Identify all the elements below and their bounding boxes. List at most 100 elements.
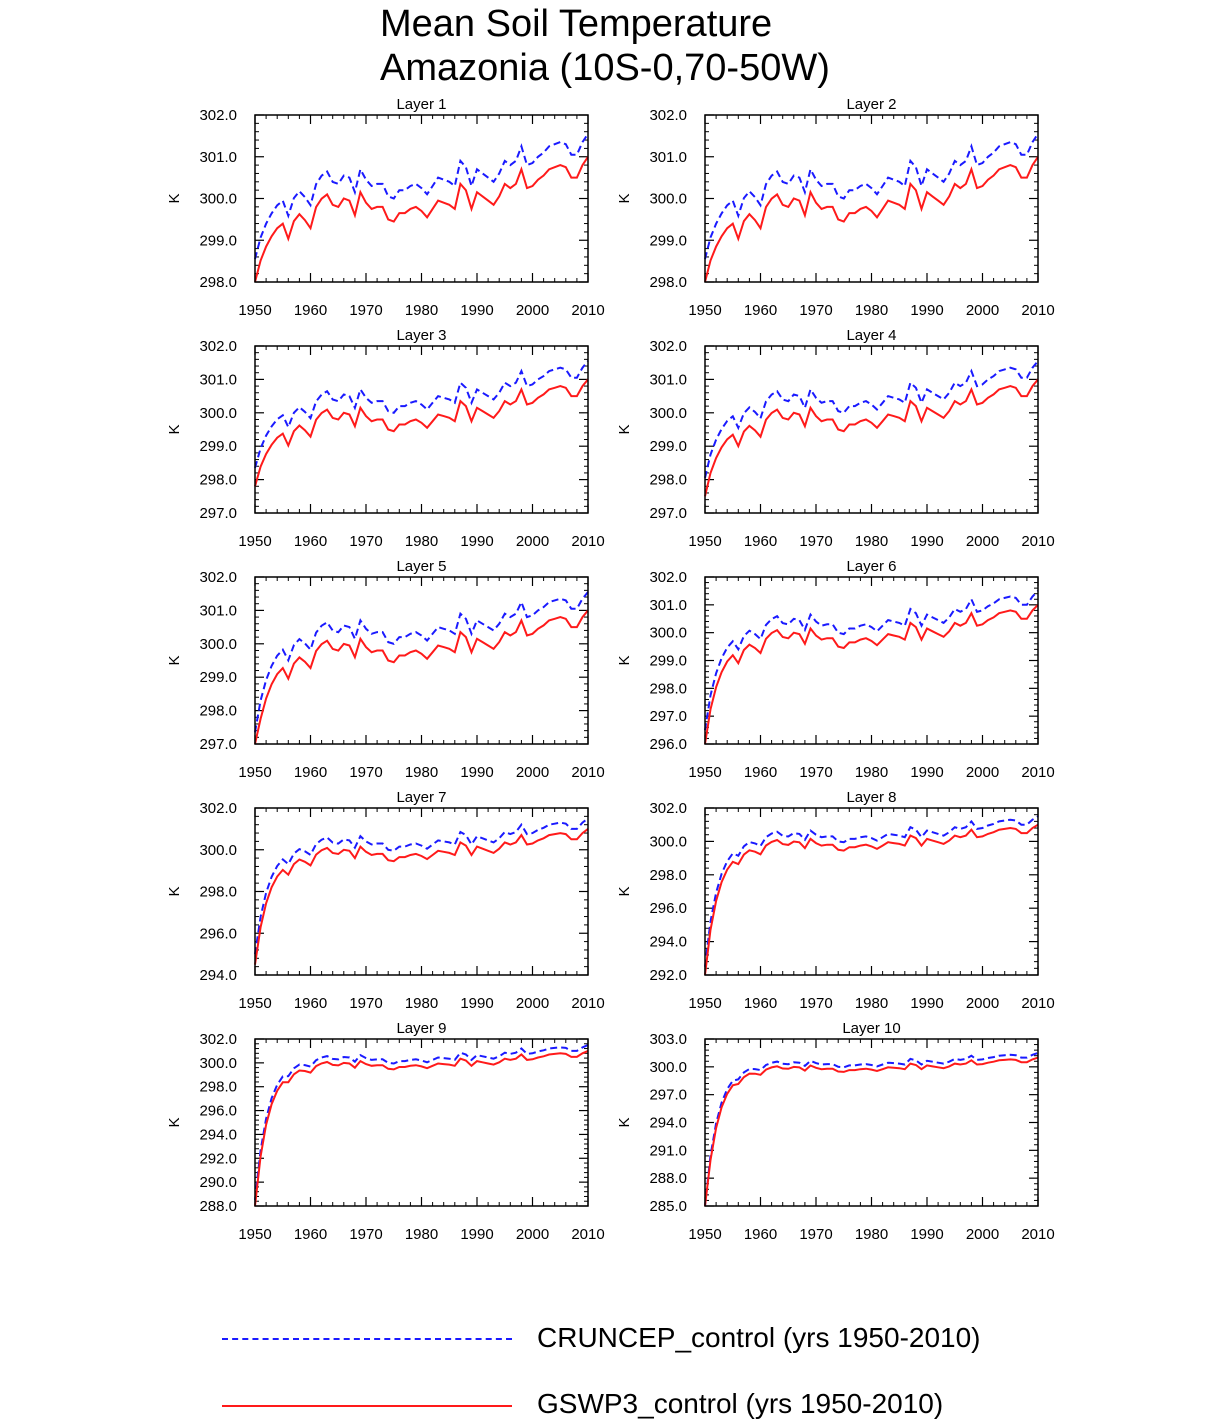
chart-grid: Layer 1 K 298.0 299.0 300.0 301.0 302.0 1950 196…: [166, 96, 1055, 1243]
y-tick-label: 296.0: [199, 925, 237, 942]
x-tick-label: 2000: [966, 302, 999, 319]
series-line-cruncep: [704, 133, 1039, 260]
x-tick-label: 1960: [744, 1226, 777, 1243]
y-tick-label: 298.0: [649, 472, 687, 489]
y-tick-label: 300.0: [649, 833, 687, 850]
y-tick-label: 292.0: [649, 967, 687, 984]
y-axis-label: K: [166, 424, 183, 434]
y-axis-label: K: [166, 655, 183, 665]
series-line-gswp3: [254, 609, 589, 745]
x-tick-label: 1950: [688, 533, 721, 550]
x-tick-label: 1970: [799, 533, 832, 550]
subplot-title: Layer 1: [396, 96, 446, 113]
x-tick-label: 1950: [238, 995, 271, 1012]
x-tick-label: 1980: [405, 1226, 438, 1243]
series-line-gswp3: [254, 378, 589, 487]
y-tick-label: 302.0: [649, 569, 687, 586]
series-line-cruncep: [254, 360, 589, 469]
subplot-5: Layer 5 K 297.0 298.0 299.0 300.0 301.0 302.0 19…: [166, 558, 605, 781]
y-tick-label: 298.0: [199, 274, 237, 291]
x-tick-label: 1950: [688, 764, 721, 781]
x-tick-label: 1990: [910, 764, 943, 781]
y-tick-label: 297.0: [649, 505, 687, 522]
series-line-cruncep: [254, 133, 589, 260]
chart-subtitle: Amazonia (10S-0,70-50W): [380, 47, 830, 89]
subplot-8: Layer 8 K 292.0 294.0 296.0 298.0 300.0 302.0 19…: [616, 789, 1055, 1012]
y-tick-label: 299.0: [649, 653, 687, 670]
x-tick-label: 1960: [744, 533, 777, 550]
y-tick-label: 299.0: [649, 438, 687, 455]
x-tick-label: 2000: [516, 995, 549, 1012]
plot-frame: [254, 1038, 589, 1207]
subplot-title: Layer 6: [846, 558, 896, 575]
x-tick-label: 2010: [1021, 764, 1054, 781]
y-tick-label: 302.0: [649, 338, 687, 355]
series-line-gswp3: [254, 828, 589, 965]
x-tick-label: 2010: [1021, 533, 1054, 550]
x-tick-label: 1990: [460, 302, 493, 319]
subplot-4: Layer 4 K 297.0 298.0 299.0 300.0 301.0 302.0 19…: [616, 327, 1055, 550]
series-line-cruncep: [704, 1051, 1039, 1207]
subplot-10: Layer 10 K 285.0 288.0 291.0 294.0 297.0 300.0 3…: [616, 1020, 1055, 1243]
subplot-title: Layer 3: [396, 327, 446, 344]
x-tick-label: 2000: [516, 533, 549, 550]
subplot-title: Layer 7: [396, 789, 446, 806]
x-tick-label: 1970: [349, 1226, 382, 1243]
y-tick-label: 301.0: [649, 597, 687, 614]
x-tick-label: 1960: [294, 1226, 327, 1243]
y-axis-label: K: [166, 193, 183, 203]
series-line-gswp3: [254, 1049, 589, 1207]
x-tick-label: 2000: [966, 764, 999, 781]
subplot-title: Layer 5: [396, 558, 446, 575]
plot-frame: [704, 576, 1039, 745]
x-tick-label: 1990: [910, 533, 943, 550]
y-tick-label: 302.0: [649, 107, 687, 124]
x-tick-label: 2000: [966, 995, 999, 1012]
x-tick-label: 1980: [405, 533, 438, 550]
subplot-3: Layer 3 K 297.0 298.0 299.0 300.0 301.0 302.0 19…: [166, 327, 605, 550]
x-tick-label: 2010: [1021, 302, 1054, 319]
y-tick-label: 302.0: [649, 800, 687, 817]
y-tick-label: 301.0: [199, 602, 237, 619]
series-line-gswp3: [704, 823, 1039, 976]
y-tick-label: 298.0: [199, 472, 237, 489]
y-tick-label: 294.0: [199, 1126, 237, 1143]
y-tick-label: 300.0: [649, 625, 687, 642]
x-tick-label: 2000: [516, 1226, 549, 1243]
series-line-cruncep: [704, 590, 1039, 731]
y-axis-label: K: [616, 424, 633, 434]
y-axis-label: K: [616, 886, 633, 896]
plot-frame: [254, 114, 589, 283]
series-line-cruncep: [254, 591, 589, 733]
plot-frame: [254, 807, 589, 976]
y-axis-label: K: [166, 1117, 183, 1127]
y-tick-label: 300.0: [199, 405, 237, 422]
y-tick-label: 285.0: [649, 1198, 687, 1215]
y-tick-label: 297.0: [199, 505, 237, 522]
subplot-title: Layer 9: [396, 1020, 446, 1037]
legend-swatch-gswp3: [222, 1405, 512, 1407]
subplot-1: Layer 1 K 298.0 299.0 300.0 301.0 302.0 1950 196…: [166, 96, 605, 319]
x-tick-label: 1980: [855, 1226, 888, 1243]
x-tick-label: 1950: [238, 533, 271, 550]
subplot-9: Layer 9 K 288.0 290.0 292.0 294.0 296.0 298.0 30…: [166, 1020, 605, 1243]
x-tick-label: 1980: [855, 302, 888, 319]
y-tick-label: 298.0: [649, 867, 687, 884]
y-tick-label: 303.0: [649, 1031, 687, 1048]
y-tick-label: 300.0: [199, 1055, 237, 1072]
subplot-2: Layer 2 K 298.0 299.0 300.0 301.0 302.0 1950 196…: [616, 96, 1055, 319]
x-tick-label: 1980: [405, 764, 438, 781]
y-tick-label: 294.0: [649, 934, 687, 951]
y-tick-label: 297.0: [199, 736, 237, 753]
y-tick-label: 291.0: [649, 1142, 687, 1159]
y-tick-label: 299.0: [649, 232, 687, 249]
legend-swatch-cruncep: [222, 1338, 512, 1340]
y-axis-label: K: [616, 655, 633, 665]
y-tick-label: 292.0: [199, 1150, 237, 1167]
series-line-cruncep: [704, 360, 1039, 479]
x-tick-label: 1970: [799, 764, 832, 781]
y-tick-label: 302.0: [199, 338, 237, 355]
x-tick-label: 1960: [294, 302, 327, 319]
y-tick-label: 300.0: [199, 842, 237, 859]
y-tick-label: 299.0: [199, 438, 237, 455]
